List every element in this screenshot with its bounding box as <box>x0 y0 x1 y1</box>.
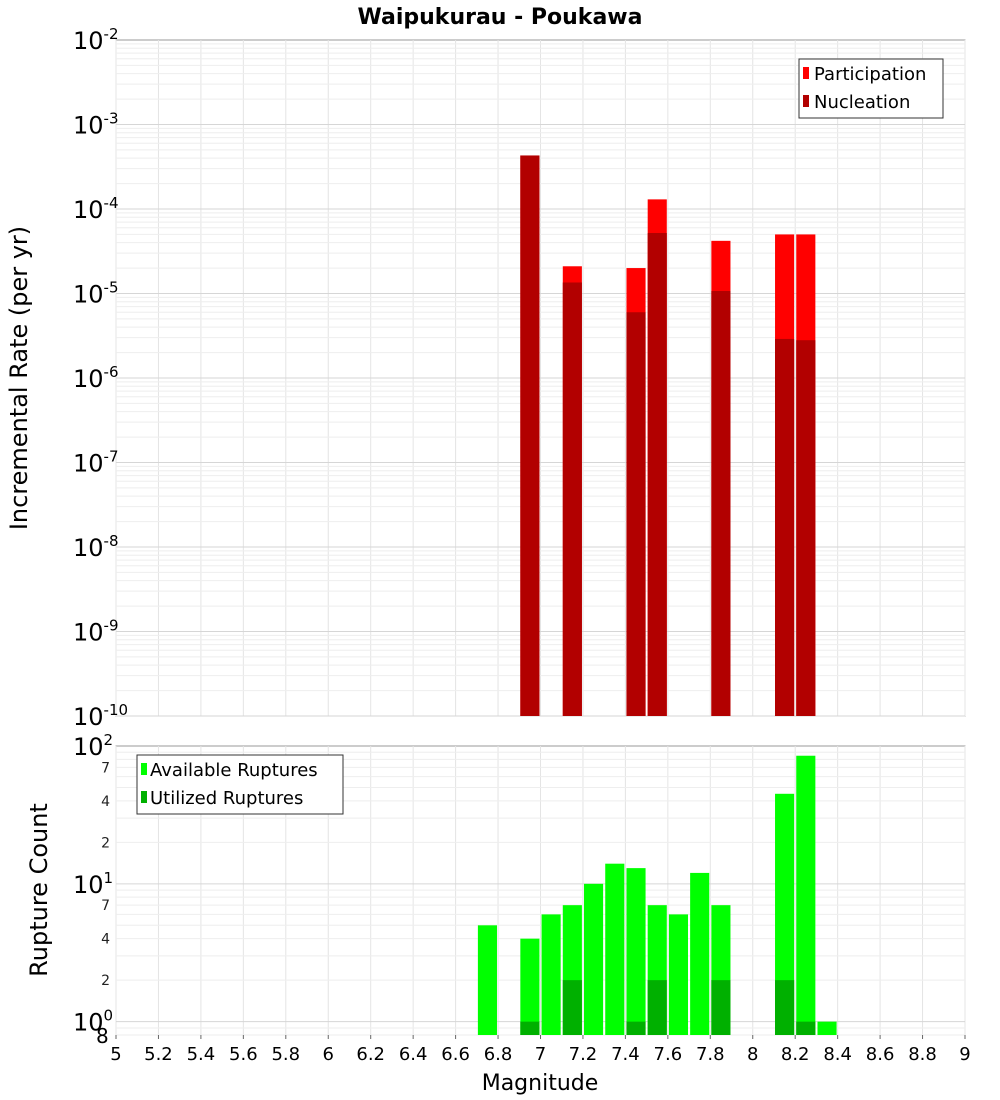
legend-label-available: Available Ruptures <box>150 760 318 781</box>
bar-nucleation <box>626 312 646 716</box>
count-y-tick-label: 100 <box>73 1007 113 1037</box>
rate-y-tick-label: 10-2 <box>73 25 119 55</box>
bar-utilized-ruptures <box>796 1021 816 1035</box>
x-tick-label: 5.8 <box>271 1044 300 1065</box>
bar-utilized-ruptures <box>626 1021 646 1035</box>
rate-plot: 10-2 10-3 10-4 10-5 10-6 10-7 10-8 10-9 10-10 <box>73 25 966 731</box>
rate-y-axis-label: Incremental Rate (per yr) <box>5 226 33 530</box>
legend-swatch-available <box>141 763 147 775</box>
x-tick-label: 6.8 <box>484 1044 513 1065</box>
x-tick-label: 5.4 <box>187 1044 216 1065</box>
x-tick-label: 7.6 <box>654 1044 683 1065</box>
count-y-tick-label: 102 <box>73 731 113 761</box>
x-tick-label: 7.2 <box>569 1044 598 1065</box>
bar-nucleation <box>796 340 816 716</box>
x-tick-label: 6.6 <box>441 1044 470 1065</box>
bar-available-ruptures <box>668 914 689 1035</box>
x-tick-label: 6.4 <box>399 1044 428 1065</box>
bar-available-ruptures <box>817 1021 837 1035</box>
x-tick-label: 6.2 <box>356 1044 385 1065</box>
bar-utilized-ruptures <box>711 980 731 1035</box>
x-tick-label: 7.8 <box>696 1044 725 1065</box>
rate-legend-box <box>798 58 944 119</box>
x-tick-label: 7.4 <box>611 1044 640 1065</box>
count-y-minor-tick-label: 7 <box>101 898 110 914</box>
count-y-minor-tick-label: 8 <box>96 1024 109 1048</box>
rate-y-tick-label: 10-5 <box>73 279 119 309</box>
count-legend-box <box>136 754 344 815</box>
count-y-minor-tick-label: 2 <box>101 835 110 851</box>
bar-nucleation <box>711 291 731 716</box>
x-tick-label: 5.2 <box>144 1044 173 1065</box>
bar-available-ruptures <box>541 914 561 1035</box>
rate-y-tick-label: 10-10 <box>73 701 128 731</box>
bar-available-ruptures <box>626 868 646 1035</box>
legend-swatch-participation <box>803 67 809 79</box>
x-axis-label: Magnitude <box>482 1071 599 1096</box>
count-y-axis-label: Rupture Count <box>25 803 53 977</box>
count-y-tick-label: 101 <box>73 869 113 899</box>
bar-available-ruptures <box>796 755 816 1035</box>
x-tick-label: 8.8 <box>908 1044 937 1065</box>
rate-y-tick-label: 10-7 <box>73 448 119 478</box>
bar-available-ruptures <box>520 938 540 1035</box>
rate-y-tick-label: 10-4 <box>73 194 119 224</box>
bar-utilized-ruptures <box>647 980 667 1035</box>
x-tick-label: 5 <box>110 1044 121 1065</box>
x-tick-label: 8.4 <box>823 1044 852 1065</box>
bar-available-ruptures <box>605 863 625 1035</box>
count-y-minor-tick-label: 7 <box>101 760 110 776</box>
legend-swatch-nucleation <box>803 95 809 107</box>
bar-nucleation <box>520 155 540 716</box>
rate-y-tick-label: 10-6 <box>73 363 119 393</box>
x-tick-label: 5.6 <box>229 1044 258 1065</box>
legend-swatch-utilized <box>141 791 147 803</box>
x-tick-label: 9 <box>959 1044 970 1065</box>
bar-available-ruptures <box>690 872 710 1035</box>
chart-title: Waipukurau - Poukawa <box>358 5 643 30</box>
bar-nucleation <box>562 282 582 716</box>
bar-nucleation <box>647 232 667 716</box>
bar-available-ruptures <box>477 925 497 1035</box>
rate-y-tick-label: 10-9 <box>73 617 119 647</box>
legend-label-utilized: Utilized Ruptures <box>150 788 303 809</box>
legend-label-nucleation: Nucleation <box>814 92 910 113</box>
count-legend: Available Ruptures Utilized Ruptures <box>136 754 344 815</box>
bar-utilized-ruptures <box>520 1021 540 1035</box>
rate-y-tick-label: 10-3 <box>73 110 119 140</box>
rate-legend: Participation Nucleation <box>798 58 944 119</box>
bar-utilized-ruptures <box>775 980 795 1035</box>
legend-label-participation: Participation <box>814 64 926 85</box>
count-y-minor-tick-label: 4 <box>101 932 110 948</box>
bar-nucleation <box>775 338 795 716</box>
rate-y-tick-label: 10-8 <box>73 532 119 562</box>
x-tick-label: 6 <box>323 1044 334 1065</box>
bar-available-ruptures <box>775 793 795 1035</box>
x-tick-label: 8.2 <box>781 1044 810 1065</box>
bar-utilized-ruptures <box>562 980 582 1035</box>
count-y-minor-tick-label: 4 <box>101 794 110 810</box>
count-y-minor-tick-label: 2 <box>101 973 110 989</box>
bar-available-ruptures <box>584 883 604 1035</box>
x-tick-label: 8 <box>747 1044 758 1065</box>
x-tick-label: 8.6 <box>866 1044 895 1065</box>
x-tick-label: 7 <box>535 1044 546 1065</box>
